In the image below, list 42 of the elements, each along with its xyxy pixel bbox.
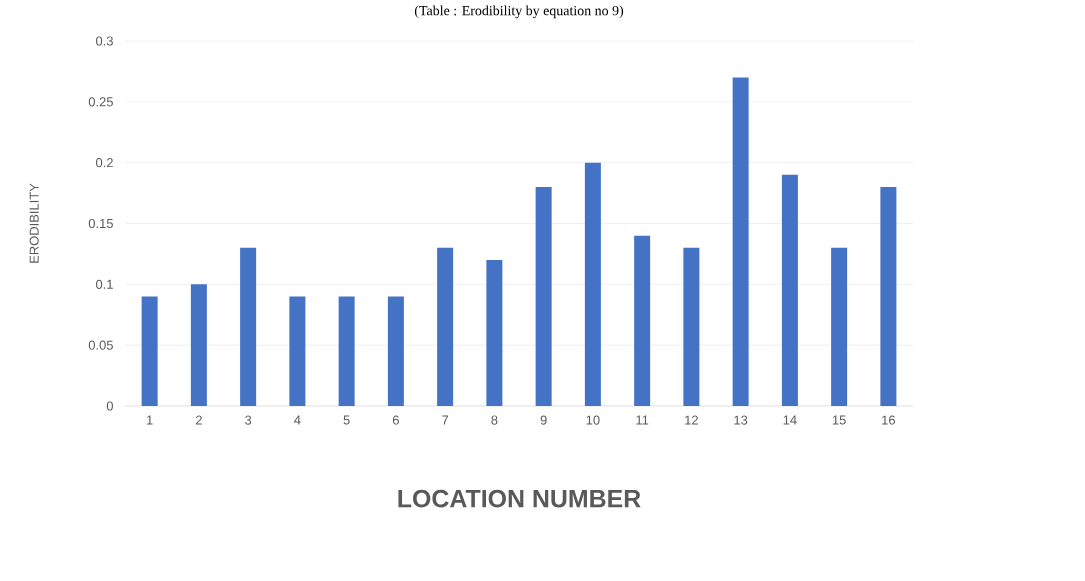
x-tick-label: 16 xyxy=(882,415,896,425)
bar xyxy=(190,284,207,406)
bar xyxy=(732,77,749,406)
chart-title: (Table : Erodibility by equation no 9) xyxy=(414,5,624,19)
x-tick-label: 15 xyxy=(832,415,846,425)
bar xyxy=(141,296,158,406)
bar xyxy=(584,162,601,406)
x-tick-label: 1 xyxy=(147,415,153,425)
x-axis-title: LOCATION NUMBER xyxy=(398,489,641,508)
x-tick-label: 3 xyxy=(245,415,252,425)
x-tick-label: 6 xyxy=(392,415,399,425)
x-tick-label: 7 xyxy=(442,415,449,425)
bar xyxy=(387,296,404,406)
y-tick-label: 0.05 xyxy=(88,340,113,350)
x-tick-label: 8 xyxy=(491,415,498,425)
x-tick-label: 12 xyxy=(685,415,698,425)
y-tick-label: 0.2 xyxy=(95,158,113,168)
bar xyxy=(240,247,257,406)
y-tick-label: 0.3 xyxy=(95,36,113,46)
x-tick-label: 10 xyxy=(586,415,600,425)
y-tick-label: 0.15 xyxy=(88,218,113,229)
bar xyxy=(535,186,552,406)
x-tick-label: 11 xyxy=(636,415,649,425)
bar xyxy=(634,235,651,406)
x-tick-label: 14 xyxy=(783,415,797,425)
bar xyxy=(437,247,454,406)
bar xyxy=(683,247,700,406)
bar xyxy=(880,186,897,406)
x-tick-label: 2 xyxy=(195,415,202,425)
x-tick-label: 4 xyxy=(294,415,301,425)
x-tick-label: 5 xyxy=(343,415,350,425)
x-tick-label: 9 xyxy=(540,415,547,425)
y-tick-label: 0 xyxy=(106,401,113,411)
bar xyxy=(338,296,355,406)
bar xyxy=(781,174,798,406)
y-tick-label: 0.25 xyxy=(88,97,113,107)
y-axis-title: ERODIBILITY xyxy=(29,183,39,263)
bar xyxy=(289,296,306,406)
bar xyxy=(831,247,848,406)
y-tick-label: 0.1 xyxy=(95,279,113,289)
bar xyxy=(486,259,503,406)
x-tick-label: 13 xyxy=(734,415,748,425)
